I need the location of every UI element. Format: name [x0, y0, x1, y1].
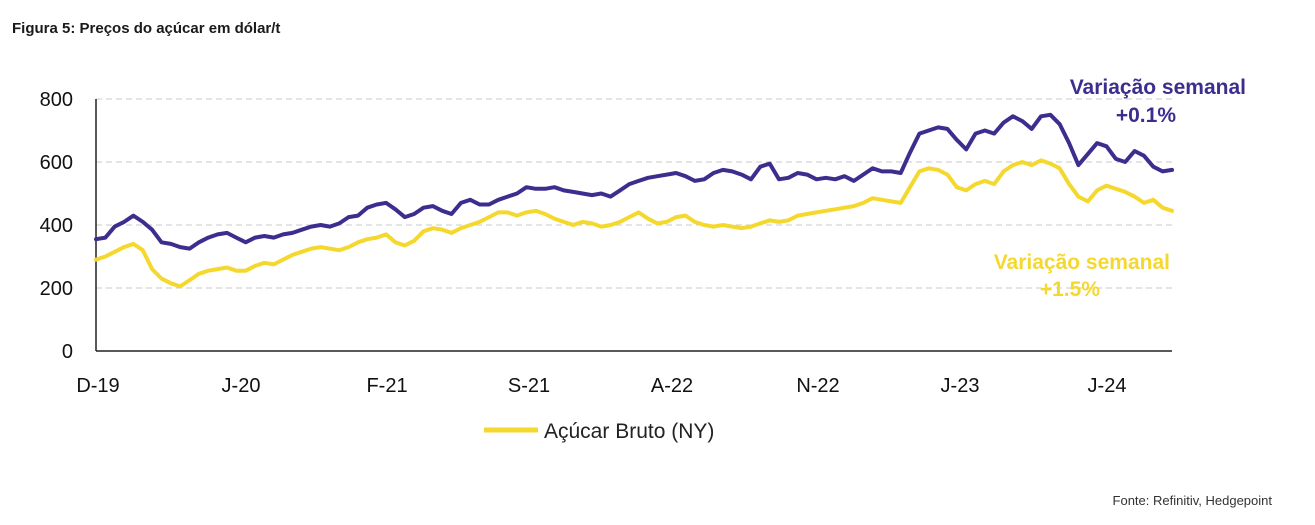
axes [95, 99, 1172, 352]
y-tick-label: 800 [40, 89, 73, 111]
annotation-yellow-title: Variação semanal [994, 251, 1170, 274]
series-lines [94, 112, 1174, 289]
y-tick-label: 200 [40, 278, 73, 300]
x-tick-label: N-22 [796, 375, 839, 397]
annotation-yellow-value: +1.5% [1040, 278, 1100, 301]
legend-label: Açúcar Bruto (NY) [544, 420, 714, 443]
y-tick-label: 400 [40, 215, 73, 237]
x-tick-label: A-22 [651, 375, 693, 397]
y-tick-labels: 0 200 400 600 800 [40, 89, 73, 363]
annotation-purple-title: Variação semanal [1070, 76, 1246, 99]
x-tick-label: S-21 [508, 375, 550, 397]
source-note: Fonte: Refinitiv, Hedgepoint [1112, 493, 1272, 508]
x-tick-labels: D-19 J-20 F-21 S-21 A-22 N-22 J-23 J-24 [76, 375, 1126, 397]
series-line-purple [94, 112, 1174, 251]
y-tick-label: 0 [62, 341, 73, 363]
figure-title: Figura 5: Preços do açúcar em dólar/t [12, 20, 281, 37]
annotation-purple-value: +0.1% [1116, 104, 1176, 127]
y-tick-label: 600 [40, 152, 73, 174]
x-tick-label: D-19 [76, 375, 119, 397]
series-line-acucar-bruto [94, 158, 1174, 289]
x-tick-label: J-23 [941, 375, 980, 397]
x-tick-label: F-21 [366, 375, 407, 397]
legend: Açúcar Bruto (NY) [484, 420, 714, 443]
x-tick-label: J-20 [222, 375, 261, 397]
x-tick-label: J-24 [1088, 375, 1127, 397]
